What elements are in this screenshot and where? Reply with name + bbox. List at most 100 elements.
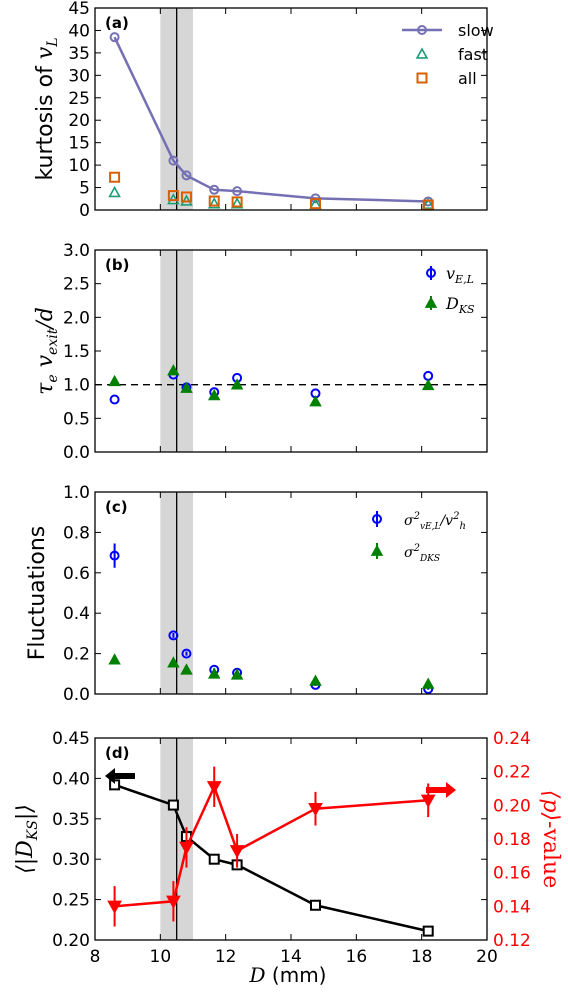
- legend: slow fast all: [402, 21, 494, 88]
- legend-label: σ2vE,L/v2h: [404, 511, 466, 532]
- y-axis-label-right: ⟨p⟩-value: [538, 790, 563, 888]
- data-point: [167, 799, 179, 811]
- y-tick-label: 0.8: [63, 523, 90, 543]
- legend-marker: [426, 268, 436, 278]
- series-vE,L: [109, 369, 434, 405]
- y-tick-label: 2.0: [63, 308, 90, 328]
- y-tick-label: 1.0: [63, 483, 90, 503]
- data-point: [421, 677, 435, 689]
- data-point: [180, 663, 193, 675]
- left-arrow-icon: [105, 768, 135, 784]
- data-point: [109, 171, 121, 183]
- y-right-tick-label: 0.20: [493, 796, 531, 816]
- legend: σ2vE,L/v2h σ2DKS: [370, 511, 466, 564]
- data-point: [230, 668, 244, 680]
- panel-label: (b): [105, 256, 129, 274]
- svg-text:D (mm): D (mm): [249, 963, 327, 987]
- series-DKS: [108, 364, 435, 407]
- y-tick-label: 0.0: [63, 685, 90, 705]
- panel-label: (a): [105, 14, 129, 32]
- data-point: [207, 667, 221, 679]
- panel-b: 0.0 0.5 1.0 1.5 2.0 2.5 3.0 (b) τe vexit/d vE,L DK…: [33, 241, 488, 463]
- x-tick-label: 20: [476, 947, 498, 967]
- y-tick-label: 3.0: [63, 241, 90, 261]
- legend-label: DKS: [445, 294, 475, 316]
- data-point: [421, 197, 435, 209]
- right-arrow-icon: [426, 782, 456, 798]
- y-tick-label: 45: [68, 0, 90, 19]
- data-point: [181, 648, 192, 659]
- data-point: [179, 841, 194, 855]
- y-tick-label: 25: [68, 89, 90, 109]
- data-point: [109, 550, 120, 561]
- legend-marker: [416, 72, 428, 84]
- y-tick-label: 0.2: [63, 645, 90, 665]
- data-point: [167, 656, 180, 668]
- x-tick-label: 10: [150, 947, 172, 967]
- y-tick-label: 0.40: [52, 769, 90, 789]
- legend-label: slow: [458, 21, 494, 40]
- data-point: [109, 394, 120, 405]
- y-axis-label: τe vexit/d: [33, 307, 61, 395]
- data-point: [309, 674, 322, 686]
- y-tick-label: 0.5: [63, 409, 90, 429]
- data-point: [207, 389, 221, 401]
- legend-label: σ2DKS: [404, 543, 440, 564]
- data-point: [166, 895, 181, 909]
- series-0: [109, 543, 434, 694]
- y-right-tick-label: 0.12: [493, 931, 531, 951]
- legend-label: all: [458, 69, 477, 88]
- x-axis-variable: D: [249, 963, 266, 987]
- legend-label: fast: [458, 45, 488, 64]
- y-tick-label: 1.5: [63, 342, 90, 362]
- plot-frame: [94, 7, 488, 211]
- data-point: [310, 198, 321, 210]
- panel-label: (d): [105, 744, 129, 762]
- data-point: [180, 191, 192, 203]
- y-right-tick-label: 0.18: [493, 830, 531, 850]
- data-point: [206, 781, 222, 795]
- x-tick-label: 16: [346, 947, 368, 967]
- y-right-tick-label: 0.24: [493, 729, 531, 749]
- series-1: [108, 653, 435, 689]
- legend-marker: [370, 544, 384, 556]
- y-right-tick-label: 0.16: [493, 864, 531, 884]
- data-point: [168, 630, 179, 641]
- y-tick-label: 40: [68, 21, 90, 41]
- x-tick-label: 14: [280, 947, 302, 967]
- data-point: [420, 794, 436, 808]
- data-point: [423, 370, 434, 381]
- data-point: [421, 378, 435, 391]
- data-point: [108, 185, 121, 198]
- y-tick-label: 0.45: [52, 729, 90, 749]
- legend-marker: [424, 296, 438, 308]
- data-point: [309, 395, 322, 407]
- y-tick-label: 1.0: [63, 376, 90, 396]
- panel-label: (c): [105, 498, 128, 516]
- data-point: [208, 195, 220, 207]
- x-axis-label: D (mm): [249, 963, 327, 987]
- y-tick-label: 0: [79, 201, 90, 221]
- data-point: [208, 853, 220, 865]
- y-tick-label: 0.30: [52, 850, 90, 870]
- y-tick-label: 35: [68, 44, 90, 64]
- data-point: [167, 190, 179, 202]
- data-point: [107, 900, 122, 914]
- x-axis-unit: (mm): [266, 963, 327, 987]
- data-point: [108, 374, 121, 387]
- legend-marker: [415, 47, 429, 59]
- legend-label: vE,L: [446, 264, 474, 286]
- y-tick-label: 2.5: [63, 275, 90, 295]
- data-point: [232, 186, 243, 197]
- panel-c: 0.0 0.2 0.4 0.6 0.8 1.0 (c) Fluctuations σ2vE,L/…: [25, 483, 488, 705]
- data-point: [108, 653, 121, 665]
- y-tick-label: 0.35: [52, 810, 90, 830]
- x-tick-label: 8: [90, 947, 101, 967]
- y-axis-label: kurtosis of vL: [33, 37, 61, 180]
- legend-marker: [417, 25, 427, 35]
- data-point: [207, 197, 221, 209]
- series-slow: [109, 32, 434, 207]
